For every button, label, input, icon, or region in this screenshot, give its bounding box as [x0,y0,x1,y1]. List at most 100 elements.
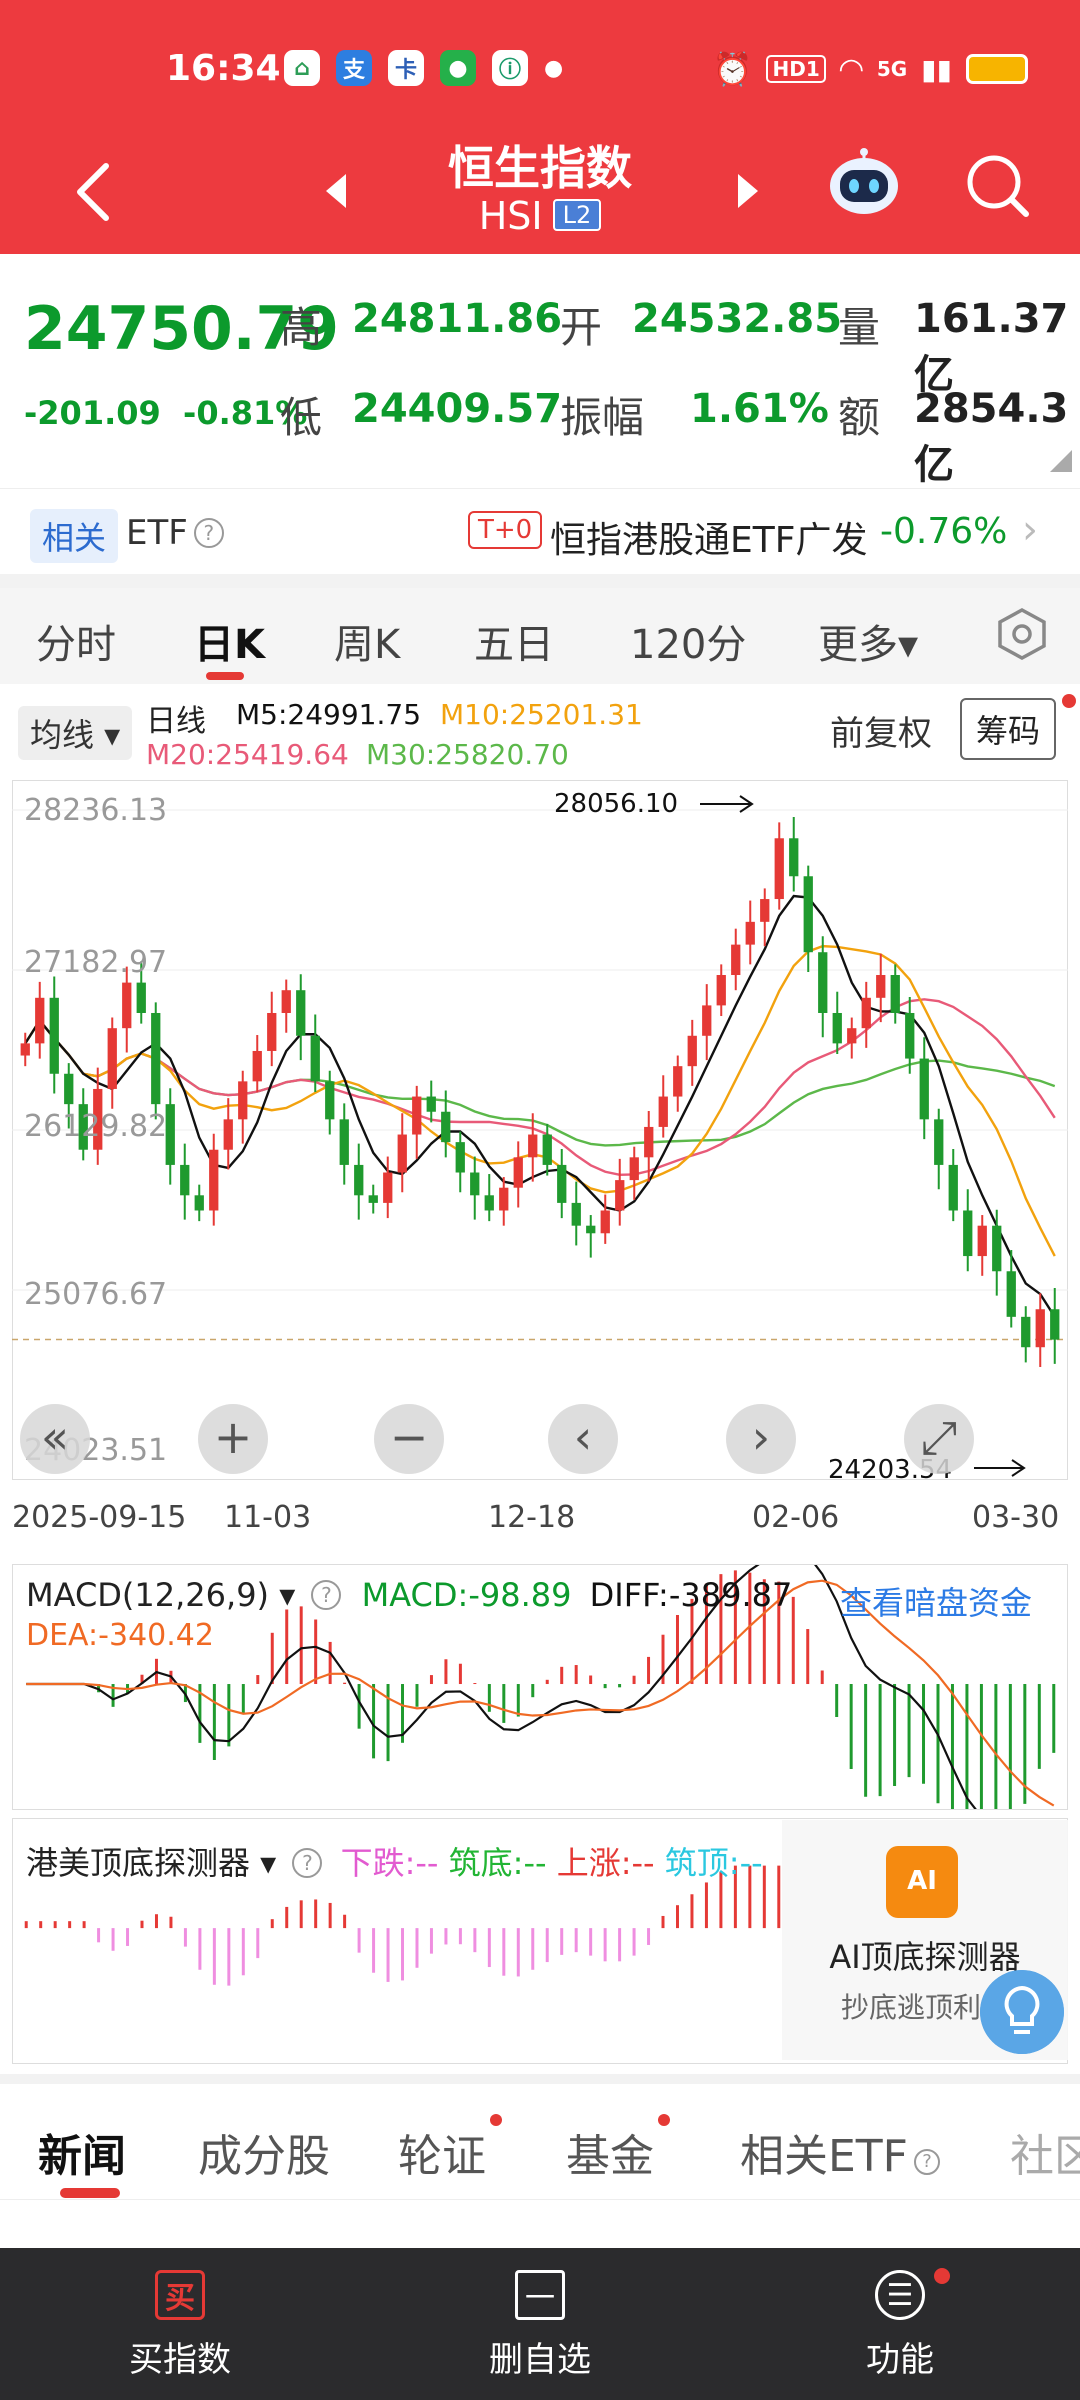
expand-corner-icon[interactable] [1050,450,1072,472]
candle-body [93,1088,103,1150]
candle-body [992,1225,1002,1272]
price-change: -201.09 -0.81% [24,394,307,432]
zoom-in-button[interactable]: + [198,1404,268,1474]
signal-top: 筑顶:-- [664,1844,763,1882]
macd-value: MACD:-98.89 [361,1576,572,1614]
buy-icon: 买 [155,2270,205,2320]
status-app-icons: ⌂ 支 卡 ● ⓘ ● [284,50,563,86]
chart-settings-icon[interactable] [994,606,1050,662]
tab-related-etf[interactable]: 相关ETF? [740,2120,940,2184]
t0-badge: T+0 [468,511,543,549]
robot-assistant-icon[interactable] [826,144,902,220]
detector-help-icon[interactable]: ? [292,1848,323,1878]
tab-community[interactable]: 社区 [1010,2131,1080,2182]
detector-panel[interactable] [12,1818,1068,2064]
agri-bank-icon: ⓘ [492,50,528,86]
zoom-out-button[interactable]: − [374,1404,444,1474]
detector-selector[interactable]: 港美顶底探测器 ▾ [26,1844,277,1882]
tab-120min[interactable]: 120分 [630,622,747,668]
last-price: 24750.79 [24,294,340,364]
tab-warrants[interactable]: 轮证 [398,2131,486,2182]
candle-body [165,1104,175,1165]
macd-selector[interactable]: MACD(12,26,9) ▾ [26,1576,296,1614]
tab-five-day[interactable]: 五日 [474,622,554,668]
dark-pool-link[interactable]: 查看暗盘资金 [840,1584,1033,1622]
y-tick-2: 27182.97 [24,945,167,980]
period-tabs: 分时 日K 周K 五日 120分 更多▾ [0,588,1080,684]
ma-selector[interactable]: 均线 ▾ [18,706,133,760]
buy-index-button[interactable]: 买 买指数 [70,2270,290,2381]
l2-badge: L2 [552,199,602,231]
candle-body [426,1096,436,1112]
x-axis-dates: 2025-09-15 11-03 12-18 02-06 03-30 [0,1500,1080,1540]
y-tick-3: 26129.82 [24,1109,167,1144]
min-arrowhead [1011,1459,1026,1477]
kline-svg[interactable]: 28236.13 27182.97 26129.82 25076.67 2402… [12,780,1068,1480]
status-indicators: ⏰ HD1 ◠ 5G ▮▮ [713,50,1028,88]
scroll-right-button[interactable]: › [726,1404,796,1474]
tab-weekly-k[interactable]: 周K [334,622,401,668]
candle-body [20,1043,30,1056]
candle-body [441,1111,451,1143]
buy-index-label: 买指数 [129,2340,231,2380]
candle-body [876,975,886,998]
candle-body [1021,1316,1031,1348]
remove-watchlist-icon: 一 [515,2270,565,2320]
ma10-value: M10:25201.31 [440,698,643,731]
candle-body [209,1149,219,1211]
ma30-value: M30:25820.70 [366,738,569,771]
fullscreen-button[interactable]: ⤢ [904,1404,974,1474]
amount-value: 2854.3亿 [914,386,1069,488]
candle-body [745,921,755,945]
app-notification-icon: ⌂ [284,50,320,86]
remove-watchlist-button[interactable]: 一 删自选 [430,2270,650,2381]
hd-badge: HD1 [766,55,826,83]
next-index-icon[interactable] [722,166,772,216]
help-icon[interactable]: ? [193,518,224,548]
tab-constituents[interactable]: 成分股 [198,2131,330,2182]
tab-intraday[interactable]: 分时 [36,622,116,668]
prev-index-icon[interactable] [312,166,362,216]
macd-panel[interactable] [12,1564,1068,1810]
etf-change: -0.76% [880,511,1008,552]
candle-body [397,1134,407,1173]
tab-more[interactable]: 更多▾ [818,622,919,668]
back-icon[interactable] [58,152,138,232]
x-label-5: 03-30 [972,1500,1060,1535]
ma20-value: M20:25419.64 [146,738,349,771]
status-time: 16:34 [166,48,281,89]
x-label-1: 2025-09-15 [12,1500,187,1535]
search-icon[interactable] [960,148,1036,224]
candle-body [716,975,726,1006]
candle-body [557,1164,567,1203]
candle-body [484,1195,494,1211]
candle-body [528,1134,538,1158]
tab-daily-k[interactable]: 日K [194,622,265,668]
kline-chart[interactable]: 28236.13 27182.97 26129.82 25076.67 2402… [12,780,1068,1480]
max-arrowhead [739,795,754,813]
adjust-mode[interactable]: 前复权 [830,714,932,754]
candle-body [644,1126,654,1158]
candle-body [731,944,741,976]
candle-body [180,1164,190,1196]
chevron-right-icon: › [1022,507,1038,553]
macd-help-icon[interactable]: ? [311,1580,342,1610]
signal-icon: ▮▮ [921,52,952,86]
candle-body [818,952,828,1013]
candle-body [934,1119,944,1165]
chips-button[interactable]: 筹码 [960,698,1057,760]
rewind-button[interactable]: « [20,1404,90,1474]
candle-body [629,1157,639,1181]
macd-svg [26,1565,1056,1809]
tab-funds[interactable]: 基金 [566,2131,654,2182]
lightbulb-icon[interactable] [980,1970,1064,2054]
volume-value: 161.37亿 [914,296,1069,398]
alarm-icon: ⏰ [712,50,753,88]
scroll-left-button[interactable]: ‹ [548,1404,618,1474]
related-etf-row[interactable]: 相关 ETF? T+0 恒指港股通ETF广发 -0.76% › [0,488,1080,574]
amplitude-value: 1.61% [690,386,829,432]
tab-news[interactable]: 新闻 [38,2131,126,2182]
x-label-4: 02-06 [752,1500,840,1535]
functions-button[interactable]: ☰ 功能 [790,2270,1010,2381]
candle-body [281,990,291,1013]
